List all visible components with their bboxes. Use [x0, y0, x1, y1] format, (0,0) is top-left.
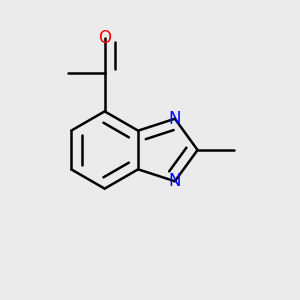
Text: N: N	[169, 110, 181, 128]
Text: N: N	[169, 172, 181, 190]
Text: O: O	[98, 29, 111, 47]
